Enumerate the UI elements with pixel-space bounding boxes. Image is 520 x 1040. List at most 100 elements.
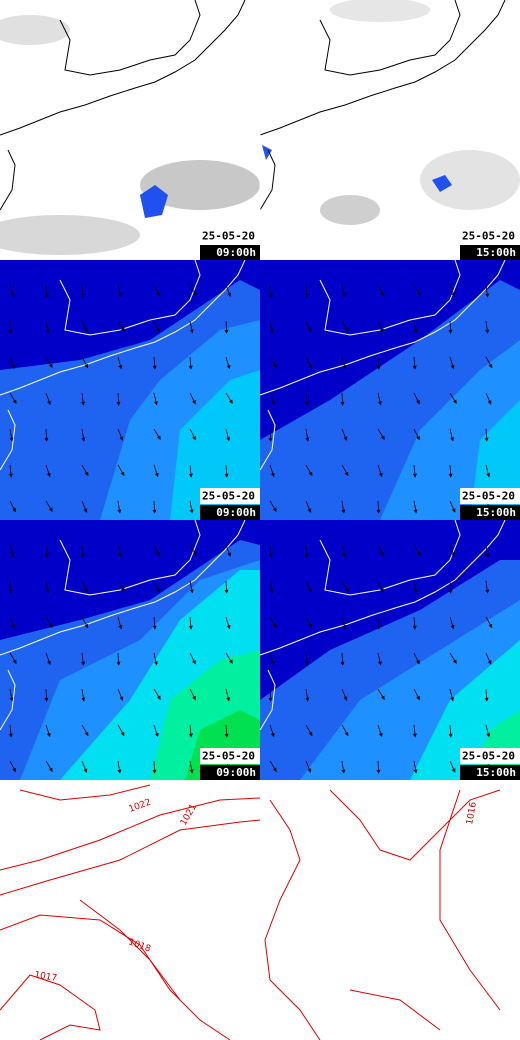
- wind-arrow: [44, 428, 49, 442]
- wind-arrow: [153, 464, 159, 478]
- wind-arrow: [413, 760, 418, 774]
- wind-arrow: [377, 688, 385, 700]
- wind-arrow: [44, 284, 49, 298]
- wind-arrow: [116, 392, 121, 406]
- date-box: [200, 228, 260, 244]
- isobar-labels: 1022 1021 1018 1017 1016: [33, 798, 479, 984]
- wind-arrow: [225, 356, 231, 370]
- wind-arrow: [188, 464, 193, 478]
- wind-arrow: [225, 652, 233, 664]
- wind-arrow: [269, 760, 277, 772]
- wind-arrow: [45, 760, 53, 772]
- wind-arrow: [304, 284, 309, 298]
- wind-arrow: [224, 580, 229, 594]
- date-label: 25-05-20: [202, 230, 255, 243]
- wind-arrow: [9, 652, 17, 665]
- wind-arrow: [189, 580, 194, 594]
- wind-arrow: [377, 544, 385, 557]
- wind-arrow: [269, 356, 277, 368]
- isobar-label: 1021: [179, 803, 199, 828]
- wind-arrow: [117, 356, 123, 370]
- wind-arrow: [269, 392, 275, 406]
- isobar-label: 1018: [127, 937, 152, 954]
- wind-arrow: [449, 356, 455, 370]
- wind-arrow: [189, 284, 197, 296]
- wind-arrow: [8, 724, 13, 738]
- time-box: [460, 765, 520, 780]
- time-label: 25-05-20 09:00h: [200, 748, 260, 780]
- wind-arrow: [305, 688, 310, 702]
- wind-arrow: [341, 544, 347, 558]
- wind-arrow: [81, 428, 86, 442]
- wind-arrow: [224, 320, 229, 334]
- wind-arrow: [341, 284, 347, 298]
- time-box: [200, 505, 260, 520]
- wind-arrow: [80, 544, 85, 558]
- wind-arrow: [152, 760, 157, 774]
- wind-arrow: [413, 652, 420, 665]
- date-label: 25-05-20: [462, 750, 515, 763]
- wind-arrow: [304, 544, 309, 558]
- wind-arrow: [117, 544, 123, 558]
- wind-arrow: [153, 320, 160, 333]
- wind-arrow: [305, 580, 312, 593]
- wind-arrow: [269, 500, 277, 512]
- wind-arrow: [45, 616, 53, 628]
- wind-arrow: [412, 356, 417, 370]
- wind-arrow: [81, 616, 89, 629]
- wind-arrow: [413, 688, 420, 701]
- wind-arrow: [268, 544, 273, 558]
- wind-arrow: [117, 428, 124, 441]
- wind-arrow: [117, 760, 122, 774]
- wind-arrow: [9, 544, 15, 558]
- wind-arrow: [305, 356, 313, 369]
- wind-arrow: [81, 464, 89, 477]
- cloud-panel: [0, 0, 520, 260]
- wind-arrow: [412, 724, 417, 738]
- wind-arrow: [9, 356, 16, 369]
- wind-arrow: [485, 652, 492, 665]
- wind-arrow: [485, 284, 490, 298]
- wind-arrow: [269, 464, 275, 478]
- time-label: 25-05-20 15:00h: [460, 228, 520, 260]
- pressure-panel: [0, 784, 501, 1040]
- wind-arrow: [448, 724, 453, 738]
- wind-arrow: [189, 500, 194, 514]
- wind-arrow: [116, 652, 121, 666]
- time-label-text: 09:00h: [216, 246, 256, 259]
- wind-arrow: [189, 760, 194, 774]
- wind-arrow: [341, 760, 346, 774]
- wind-arrow: [341, 500, 346, 514]
- wind-arrow: [117, 320, 125, 332]
- wind-arrow: [153, 544, 161, 557]
- wind-arrow: [225, 688, 231, 702]
- wind-arrow: [188, 356, 193, 370]
- wind-arrow: [189, 688, 196, 701]
- wind-arrow: [341, 320, 349, 332]
- wind-arrow: [448, 580, 453, 594]
- wind-arrow: [117, 500, 122, 514]
- wind-arrow: [305, 760, 312, 773]
- wind-arrow: [377, 580, 384, 593]
- wind-arrow: [484, 428, 489, 442]
- wind-arrow: [268, 428, 273, 442]
- wind-arrow: [8, 580, 13, 594]
- time-label-text: 15:00h: [476, 766, 516, 779]
- wind-arrow: [449, 652, 457, 664]
- wind-arrow: [413, 428, 420, 441]
- wind-arrow: [117, 464, 125, 477]
- wind-arrow: [224, 724, 229, 738]
- wind-arrow: [8, 320, 13, 334]
- wind-arrow: [448, 320, 453, 334]
- wind-arrow: [188, 616, 193, 630]
- wind-arrow: [485, 464, 491, 478]
- wind-arrow: [153, 392, 158, 406]
- wind-arrow: [189, 544, 197, 556]
- wind-arrow: [189, 392, 196, 405]
- date-box: [460, 748, 520, 764]
- wind-arrow: [340, 392, 345, 406]
- time-labels: 25-05-20 09:00h 25-05-20 15:00h 25-05-20 09:0…: [200, 228, 520, 780]
- wind-arrow: [341, 616, 347, 630]
- wind-arrow: [81, 580, 88, 593]
- wind-arrow: [225, 428, 231, 442]
